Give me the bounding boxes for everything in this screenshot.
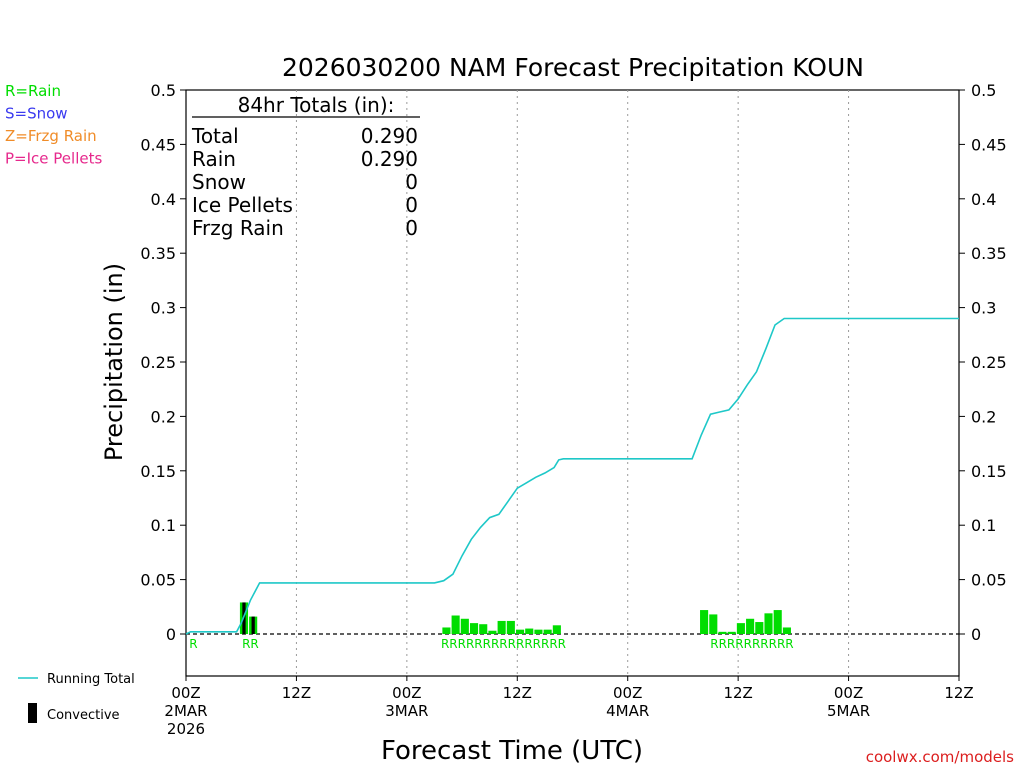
- totals-header: 84hr Totals (in):: [238, 93, 395, 117]
- rain-bar: [746, 618, 755, 634]
- rain-bar: [736, 623, 745, 634]
- x-tick-label: 12Z: [282, 684, 311, 702]
- y-tick-label-right: 0.35: [971, 244, 1007, 263]
- totals-value: 0: [405, 216, 418, 240]
- x-tick-label: 00Z: [834, 684, 863, 702]
- chart-title: 2026030200 NAM Forecast Precipitation KO…: [282, 53, 864, 82]
- rain-bar: [718, 631, 727, 634]
- precip-type-marker: RRRRRRRRRR: [710, 637, 793, 651]
- y-tick-label-right: 0.1: [971, 516, 996, 535]
- y-tick-label-left: 0.5: [151, 81, 176, 100]
- x-tick-label: 12Z: [503, 684, 532, 702]
- y-axis-label: Precipitation (in): [100, 263, 128, 461]
- rain-bar: [543, 629, 552, 634]
- convective-bar: [251, 616, 255, 634]
- x-tick-label: 00Z: [613, 684, 642, 702]
- totals-label: Frzg Rain: [192, 216, 284, 240]
- precip-type-marker: RR: [242, 637, 259, 651]
- y-tick-label-right: 0: [971, 625, 981, 644]
- rain-bar: [506, 620, 515, 634]
- rain-bar: [700, 610, 709, 634]
- x-tick-label: 12Z: [944, 684, 973, 702]
- x-tick-label: 2026: [167, 720, 205, 738]
- rain-bar: [755, 622, 764, 634]
- y-tick-label-left: 0.15: [140, 462, 176, 481]
- rain-bar: [515, 629, 525, 634]
- rain-bar: [552, 625, 561, 634]
- rain-bar: [488, 630, 497, 634]
- type-legend-item: P=Ice Pellets: [5, 150, 102, 168]
- y-tick-label-left: 0.45: [140, 135, 176, 154]
- x-tick-label: 12Z: [723, 684, 752, 702]
- totals-value: 0: [405, 193, 418, 217]
- x-tick-label: 00Z: [392, 684, 421, 702]
- plot-frame: [185, 89, 960, 677]
- rain-bar: [782, 627, 791, 634]
- rain-bar: [727, 631, 736, 634]
- totals-value: 0.290: [361, 147, 418, 171]
- x-tick-label: 3MAR: [385, 702, 428, 720]
- y-tick-label-right: 0.45: [971, 135, 1007, 154]
- y-tick-label-left: 0.3: [151, 299, 176, 318]
- rain-bar: [773, 610, 782, 634]
- x-tick-label: 00Z: [171, 684, 200, 702]
- totals-label: Rain: [192, 147, 236, 171]
- x-tick-label: 2MAR: [164, 702, 207, 720]
- x-axis-label: Forecast Time (UTC): [381, 736, 643, 766]
- y-tick-label-left: 0.35: [140, 244, 176, 263]
- rain-bar: [451, 615, 460, 634]
- x-tick-label: 4MAR: [606, 702, 649, 720]
- rain-bar: [469, 623, 479, 634]
- legend-running-total-label: Running Total: [47, 672, 135, 687]
- legend-convective-label: Convective: [47, 708, 120, 723]
- legend-convective-swatch: [28, 703, 37, 723]
- site-credit: coolwx.com/models: [866, 748, 1014, 766]
- precip-type-marker: RRRRRRRRRRRRRRR: [441, 637, 566, 651]
- y-tick-label-left: 0.1: [151, 516, 176, 535]
- rain-bar: [479, 624, 488, 634]
- rain-bar: [534, 629, 543, 634]
- type-legend-item: S=Snow: [5, 105, 68, 123]
- rain-bar: [460, 618, 469, 634]
- y-tick-label-left: 0.05: [140, 571, 176, 590]
- y-tick-label-right: 0.2: [971, 407, 996, 426]
- y-tick-label-right: 0.25: [971, 353, 1007, 372]
- rain-bar: [709, 614, 718, 634]
- totals-label: Ice Pellets: [192, 193, 293, 217]
- running-total-line: [185, 317, 959, 635]
- totals-label: Snow: [192, 170, 246, 194]
- rain-bar: [442, 627, 451, 634]
- type-legend-item: R=Rain: [5, 82, 61, 100]
- precip-type-marker: R: [189, 637, 197, 651]
- y-tick-label-left: 0.2: [151, 407, 176, 426]
- y-tick-label-right: 0.3: [971, 299, 996, 318]
- type-legend-item: Z=Frzg Rain: [5, 127, 97, 145]
- y-tick-label-left: 0.25: [140, 353, 176, 372]
- rain-bar: [525, 628, 534, 634]
- rain-bar: [764, 613, 773, 634]
- y-tick-label-right: 0.05: [971, 571, 1007, 590]
- totals-value: 0: [405, 170, 418, 194]
- totals-value: 0.290: [361, 124, 418, 148]
- y-tick-label-right: 0.15: [971, 462, 1007, 481]
- y-tick-label-right: 0.5: [971, 81, 996, 100]
- rain-bar: [497, 620, 506, 634]
- y-tick-label-left: 0.4: [151, 190, 176, 209]
- x-tick-label: 5MAR: [827, 702, 870, 720]
- y-tick-label-left: 0: [166, 625, 176, 644]
- totals-label: Total: [191, 124, 239, 148]
- y-tick-label-right: 0.4: [971, 190, 996, 209]
